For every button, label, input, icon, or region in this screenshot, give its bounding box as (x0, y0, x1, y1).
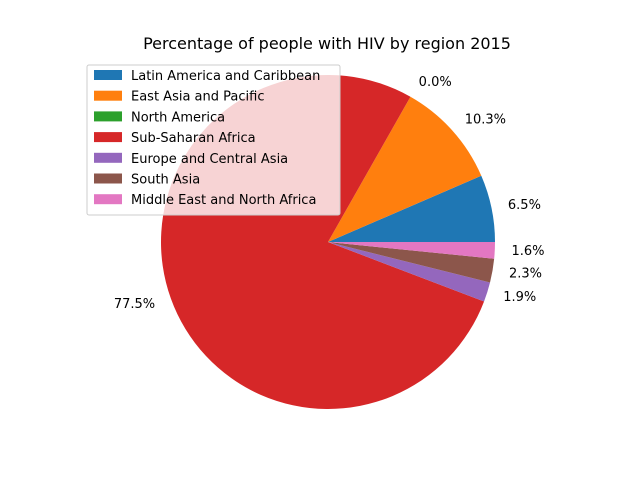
pct-label-middle-east-and-north-africa: 1.6% (511, 244, 544, 259)
legend-swatch-east-asia-and-pacific (94, 90, 122, 101)
legend-label-east-asia-and-pacific: East Asia and Pacific (131, 90, 264, 105)
legend-swatch-north-america (94, 111, 122, 122)
legend-label-north-america: North America (131, 110, 225, 125)
legend-swatch-south-asia (94, 173, 122, 184)
legend-swatch-sub-saharan-africa (94, 132, 122, 143)
pct-label-europe-and-central-asia: 1.9% (503, 290, 536, 305)
legend-box (86, 64, 341, 216)
legend-items: Latin America and Caribbean East Asia and… (94, 69, 320, 208)
legend-label-europe-and-central-asia: Europe and Central Asia (131, 152, 288, 167)
legend-swatch-latin-america-and-caribbean (94, 70, 122, 80)
legend-label-middle-east-and-north-africa: Middle East and North Africa (131, 193, 316, 208)
chart-title: Percentage of people with HIV by region … (143, 34, 511, 53)
legend-swatch-europe-and-central-asia (94, 152, 122, 163)
pct-label-north-america: 0.0% (419, 75, 452, 90)
pct-label-latin-america-and-caribbean: 6.5% (508, 198, 541, 213)
slice-europe-and-central-asia (328, 242, 491, 302)
pct-label-east-asia-and-pacific: 10.3% (465, 112, 506, 127)
slice-east-asia-and-pacific (328, 96, 482, 242)
legend-label-sub-saharan-africa: Sub-Saharan Africa (131, 131, 256, 146)
legend: Latin America and Caribbean East Asia and… (86, 64, 341, 216)
percentage-labels: 6.5% 10.3% 0.0% 77.5% 1.9% 2.3% 1.6% (114, 75, 545, 312)
legend-label-south-asia: South Asia (131, 173, 200, 188)
legend-label-latin-america-and-caribbean: Latin America and Caribbean (131, 69, 320, 84)
slice-south-asia (328, 242, 495, 283)
pct-label-sub-saharan-africa: 77.5% (114, 297, 155, 312)
slice-latin-america-and-caribbean (328, 175, 495, 242)
legend-swatch-middle-east-and-north-africa (94, 194, 122, 205)
slice-middle-east-and-north-africa (328, 242, 495, 259)
pct-label-south-asia: 2.3% (509, 267, 542, 282)
